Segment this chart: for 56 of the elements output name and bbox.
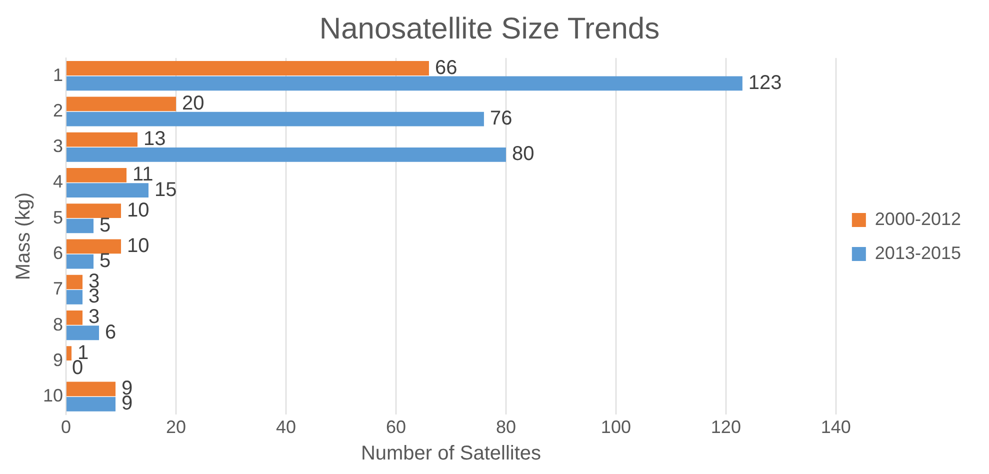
y-tick-label: 10 [42, 386, 64, 406]
data-label: 80 [512, 143, 534, 166]
y-tick-label: 5 [53, 207, 64, 228]
x-tick-label: 20 [166, 417, 186, 438]
bar [66, 168, 127, 182]
bar [66, 254, 94, 269]
y-tick-label: 1 [53, 64, 64, 85]
bar [66, 218, 94, 234]
bar [66, 346, 72, 361]
bar [66, 396, 116, 412]
bar [66, 183, 149, 198]
data-label: 10 [127, 234, 150, 257]
legend-label: 2013-2015 [874, 242, 962, 263]
bar [66, 326, 100, 340]
x-tick-label: 100 [600, 417, 631, 438]
bar [66, 132, 138, 147]
x-tick-label: 40 [276, 417, 296, 438]
x-tick-label: 60 [386, 417, 406, 438]
bar [66, 382, 116, 396]
data-label: 11 [132, 164, 154, 186]
bar [66, 61, 429, 76]
data-label: 13 [144, 128, 166, 150]
bar [66, 290, 83, 304]
y-tick-label: 3 [53, 136, 64, 156]
data-label: 20 [182, 92, 204, 114]
data-label: 10 [127, 199, 150, 222]
data-label: 6 [105, 321, 116, 344]
bar [66, 96, 176, 112]
y-tick-label: 9 [53, 350, 64, 370]
x-tick-label: 120 [710, 417, 741, 438]
bar [66, 310, 83, 325]
bar [66, 239, 122, 254]
x-tick-label: 140 [820, 417, 851, 438]
data-label: 123 [748, 72, 782, 94]
bar [66, 112, 484, 126]
bar [66, 204, 122, 218]
data-label: 5 [100, 250, 111, 272]
y-tick-label: 2 [53, 100, 64, 120]
y-tick-label: 4 [53, 172, 64, 192]
x-axis-title: Number of Satellites [360, 442, 542, 465]
y-axis-title: Mass (kg) [12, 192, 35, 280]
data-label: 76 [490, 108, 512, 130]
data-label: 5 [100, 214, 111, 236]
y-tick-label: 8 [53, 314, 64, 334]
data-label: 15 [154, 178, 177, 201]
bar [66, 76, 742, 91]
chart-title: Nanosatellite Size Trends [319, 12, 660, 46]
data-label: 66 [434, 56, 458, 79]
x-tick-label: 0 [61, 417, 72, 438]
y-tick-label: 6 [53, 242, 64, 263]
bar [66, 147, 506, 162]
legend-label: 2000-2012 [874, 208, 962, 229]
x-tick-label: 80 [496, 417, 516, 438]
y-tick-label: 7 [53, 278, 64, 299]
data-label: 3 [88, 306, 100, 328]
bar [66, 274, 83, 290]
